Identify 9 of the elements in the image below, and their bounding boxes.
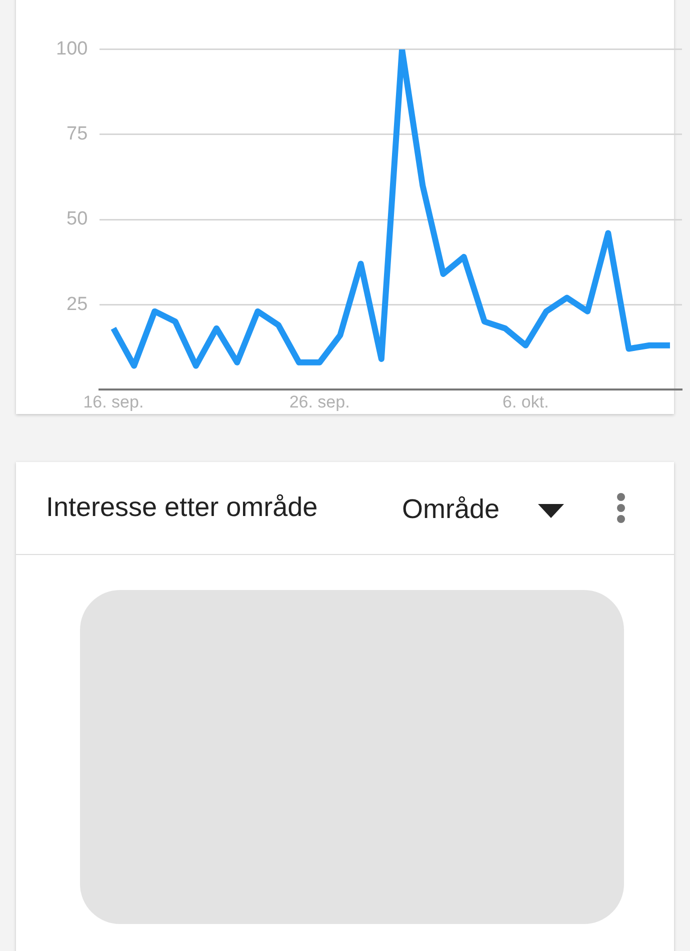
x-tick-label: 16. sep. [83,392,144,412]
x-tick-label: 6. okt. [502,392,549,412]
text: Interesse etter område [46,492,318,523]
y-tick-label: 75 [66,124,88,145]
x-tick-label: 26. sep. [289,392,350,412]
y-tick-label: 25 [66,294,88,315]
y-tick-label: 50 [66,208,88,230]
y-tick-label: 100 [56,38,88,60]
text: Område [402,494,500,525]
